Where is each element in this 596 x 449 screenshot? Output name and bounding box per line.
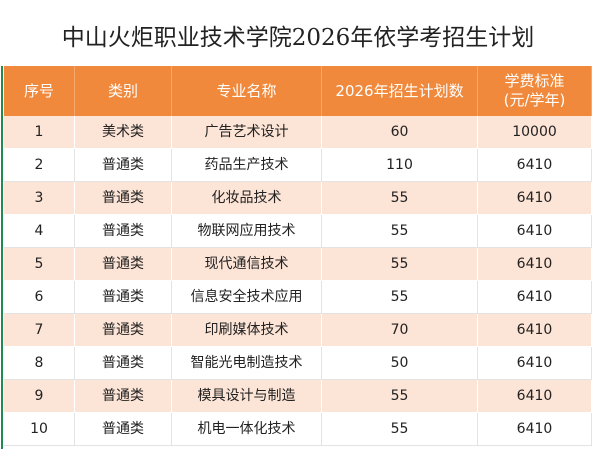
table-cell: 6410: [478, 248, 592, 281]
table-cell: 物联网应用技术: [172, 215, 322, 248]
table-cell: 普通类: [75, 314, 172, 347]
table-cell: 7: [4, 314, 75, 347]
header-cell: 专业名称: [172, 66, 322, 116]
table-cell: 模具设计与制造: [172, 380, 322, 413]
table-cell: 信息安全技术应用: [172, 281, 322, 314]
table-cell: 10: [4, 413, 75, 446]
header-cell: 类别: [75, 66, 172, 116]
header-cell: 序号: [4, 66, 75, 116]
table-cell: 现代通信技术: [172, 248, 322, 281]
table-cell: 3: [4, 182, 75, 215]
table-cell: 110: [322, 149, 478, 182]
table-cell: 普通类: [75, 215, 172, 248]
table-cell: 6410: [478, 380, 592, 413]
table-cell: 55: [322, 380, 478, 413]
table-cell: 化妆品技术: [172, 182, 322, 215]
table-cell: 药品生产技术: [172, 149, 322, 182]
table-cell: 普通类: [75, 149, 172, 182]
table-cell: 6: [4, 281, 75, 314]
table-cell: 60: [322, 116, 478, 149]
table-cell: 6410: [478, 314, 592, 347]
table-cell: 55: [322, 182, 478, 215]
table-cell: 广告艺术设计: [172, 116, 322, 149]
table-cell: 9: [4, 380, 75, 413]
table-cell: 普通类: [75, 248, 172, 281]
table-cell: 55: [322, 248, 478, 281]
table-cell: 6410: [478, 215, 592, 248]
table-cell: 6410: [478, 413, 592, 446]
header-cell: 学费标准 (元/学年): [478, 66, 592, 116]
table-cell: 10000: [478, 116, 592, 149]
table-cell: 55: [322, 281, 478, 314]
table-cell: 8: [4, 347, 75, 380]
table-cell: 印刷媒体技术: [172, 314, 322, 347]
sheet-edge: [1, 66, 3, 449]
table-cell: 普通类: [75, 182, 172, 215]
table-cell: 4: [4, 215, 75, 248]
table-cell: 6410: [478, 149, 592, 182]
table-cell: 6410: [478, 281, 592, 314]
table-cell: 50: [322, 347, 478, 380]
header-cell: 2026年招生计划数: [322, 66, 478, 116]
table-cell: 55: [322, 413, 478, 446]
table-cell: 普通类: [75, 413, 172, 446]
table-cell: 55: [322, 215, 478, 248]
table-cell: 美术类: [75, 116, 172, 149]
table-cell: 5: [4, 248, 75, 281]
table-cell: 70: [322, 314, 478, 347]
table-cell: 6410: [478, 347, 592, 380]
table-cell: 2: [4, 149, 75, 182]
table-cell: 普通类: [75, 380, 172, 413]
table-cell: 智能光电制造技术: [172, 347, 322, 380]
table-cell: 6410: [478, 182, 592, 215]
table-cell: 普通类: [75, 281, 172, 314]
table-cell: 机电一体化技术: [172, 413, 322, 446]
title: 中山火炬职业技术学院2026年依学考招生计划: [61, 25, 535, 51]
table-cell: 1: [4, 116, 75, 149]
table-cell: 普通类: [75, 347, 172, 380]
